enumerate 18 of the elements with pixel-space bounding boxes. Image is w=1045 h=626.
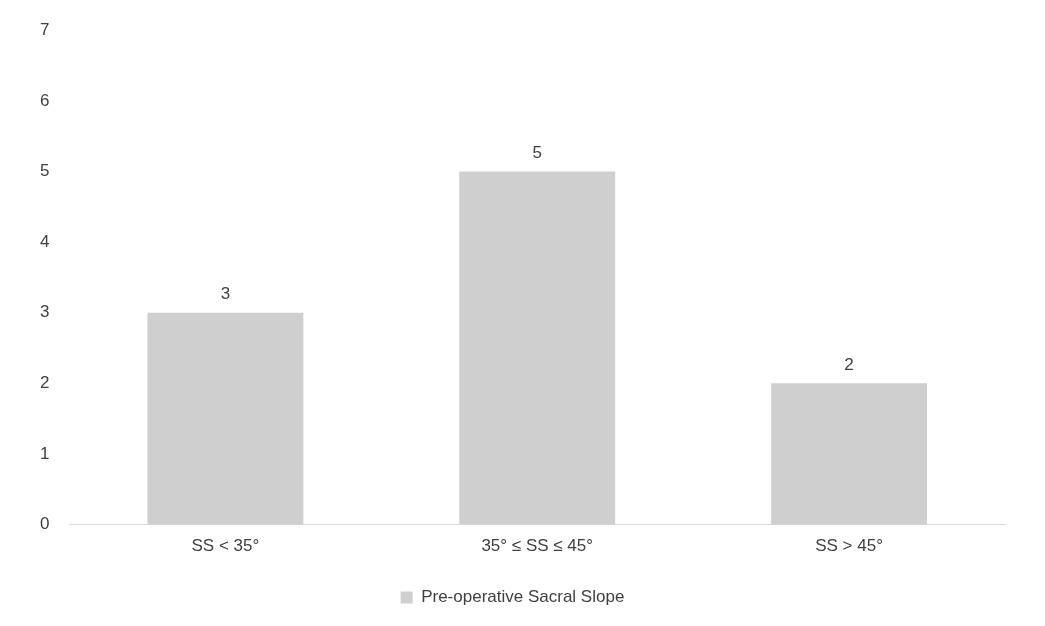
- y-tick-label: 2: [39, 373, 50, 393]
- data-label: 2: [844, 354, 854, 374]
- y-tick-label: 7: [39, 19, 50, 39]
- x-tick-label: SS < 35°: [191, 536, 260, 556]
- data-label: 3: [220, 283, 231, 303]
- bar: [147, 312, 304, 525]
- y-tick-label: 6: [39, 90, 50, 110]
- x-tick-label: 35° ≤ SS ≤ 45°: [481, 536, 594, 556]
- y-tick-label: 3: [39, 302, 50, 322]
- y-tick-label: 5: [39, 161, 50, 181]
- y-tick-label: 1: [39, 443, 50, 463]
- data-label: 5: [532, 142, 542, 162]
- x-tick-label: SS > 45°: [815, 536, 883, 556]
- y-tick-label: 0: [39, 514, 50, 534]
- bar: [771, 383, 928, 525]
- bar: [459, 171, 616, 525]
- y-tick-label: 4: [39, 231, 50, 251]
- legend-label: Pre-operative Sacral Slope: [421, 587, 625, 607]
